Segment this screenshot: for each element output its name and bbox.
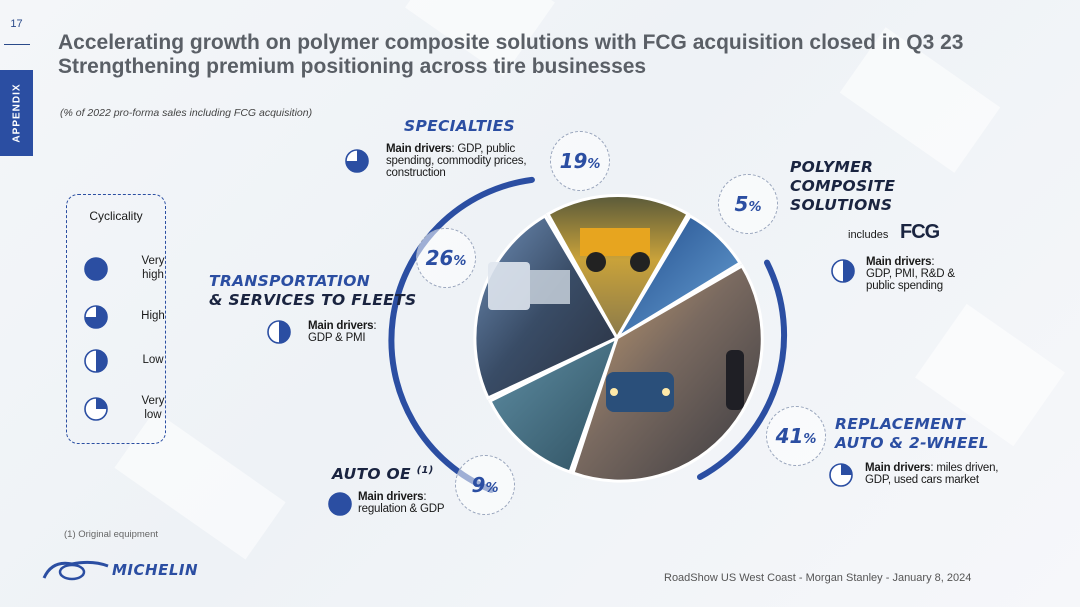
- cyclicality-low: Low: [83, 345, 164, 375]
- replacement-pct: 41: [775, 424, 804, 448]
- specialties-title: SPECIALTIES: [404, 117, 515, 135]
- footer-event: RoadShow US West Coast - Morgan Stanley …: [664, 572, 972, 584]
- harvey-ball-fill: [96, 350, 107, 372]
- cyclicality-label: Low: [142, 354, 164, 366]
- specialties-pct-bubble: 19%: [550, 131, 610, 191]
- auto-oe-pct-bubble: 9%: [455, 455, 515, 515]
- appendix-tab: APPENDIX: [0, 70, 33, 156]
- slice-auto-oe: [487, 335, 620, 474]
- harvey-ball-fill: [96, 398, 107, 409]
- transportation-pct-bubble: 26%: [416, 228, 476, 288]
- truck-illustration: [488, 262, 530, 310]
- title-line-1: Accelerating growth on polymer composite…: [58, 31, 964, 54]
- cyclicality-very-high: Very high: [83, 253, 165, 283]
- polymer-pct-bubble: 5%: [718, 174, 778, 234]
- polymer-title: POLYMER COMPOSITE SOLUTIONS: [790, 158, 896, 214]
- cyclicality-title: Cyclicality: [89, 209, 143, 223]
- auto-oe-drivers: Main drivers: regulation & GDP: [358, 491, 445, 515]
- car-illustration: [606, 372, 674, 412]
- quarter-circle-icon: [328, 492, 352, 516]
- sales-basis-note: (% of 2022 pro-forma sales including FCG…: [60, 107, 313, 119]
- transportation-drivers: Main drivers: GDP & PMI: [308, 320, 377, 344]
- headlight: [610, 388, 618, 396]
- quarter-circle-icon: [267, 320, 291, 344]
- auto-oe-pct: 9: [471, 473, 486, 497]
- quarter-circle-icon: [831, 259, 855, 283]
- quarter-circle-icon: [84, 349, 108, 373]
- transportation-title: TRANSPORTATION & SERVICES TO FLEETS: [209, 272, 417, 309]
- transportation-pct: 26: [425, 246, 454, 270]
- polymer-drivers: Main drivers: GDP, PMI, R&D & public spe…: [866, 256, 955, 292]
- quarter-circle-icon: [829, 463, 853, 487]
- motorbike-illustration: [726, 350, 744, 410]
- page-title: Accelerating growth on polymer composite…: [58, 31, 963, 79]
- dump-truck-wheel: [630, 252, 650, 272]
- harvey-ball-fill: [329, 493, 351, 515]
- quarter-circle-icon: [84, 397, 108, 421]
- harvey-ball-fill: [85, 258, 107, 280]
- replacement-pct-bubble: 41%: [766, 406, 826, 466]
- quarter-circle-icon: [84, 305, 108, 329]
- bibendum-icon: [42, 560, 109, 581]
- headlight: [662, 388, 670, 396]
- outer-arc: [697, 259, 788, 480]
- polymer-pct: 5: [734, 192, 749, 216]
- includes-label: includes: [848, 229, 889, 241]
- specialties-drivers: Main drivers: GDP, public spending, comm…: [386, 143, 527, 179]
- page-number-divider: [4, 44, 30, 45]
- replacement-drivers: Main drivers: miles driven, GDP, used ca…: [865, 462, 999, 486]
- title-line-2: Strengthening premium positioning across…: [58, 55, 647, 78]
- truck-trailer: [530, 270, 570, 304]
- specialties-pct: 19: [559, 149, 588, 173]
- cyclicality-high: High: [83, 301, 165, 331]
- slice-transportation: [473, 213, 620, 400]
- dump-truck-illustration: [580, 228, 650, 256]
- cyclicality-label: Very low: [141, 395, 165, 421]
- harvey-ball-fill: [843, 260, 854, 282]
- replacement-title: REPLACEMENT AUTO & 2-WHEEL: [835, 415, 989, 452]
- cyclicality-legend: Cyclicality Very high High Low Very low: [66, 194, 166, 444]
- michelin-logo: MICHELIN: [42, 558, 198, 587]
- harvey-ball-fill: [279, 321, 290, 343]
- harvey-ball-fill: [841, 464, 852, 475]
- page-number: 17: [10, 18, 23, 30]
- cyclicality-label: High: [141, 310, 165, 322]
- cyclicality-label: Very high: [141, 255, 165, 281]
- harvey-ball-fill: [85, 306, 107, 328]
- cyclicality-very-low: Very low: [83, 393, 165, 423]
- dump-truck-wheel: [586, 252, 606, 272]
- slice-polymer: [615, 213, 743, 340]
- footnote: (1) Original equipment: [64, 529, 158, 540]
- quarter-circle-icon: [84, 257, 108, 281]
- quarter-circle-icon: [345, 149, 369, 173]
- auto-oe-title: AUTO OE (1): [332, 465, 434, 484]
- outer-arc: [388, 176, 535, 493]
- harvey-ball-fill: [346, 150, 368, 172]
